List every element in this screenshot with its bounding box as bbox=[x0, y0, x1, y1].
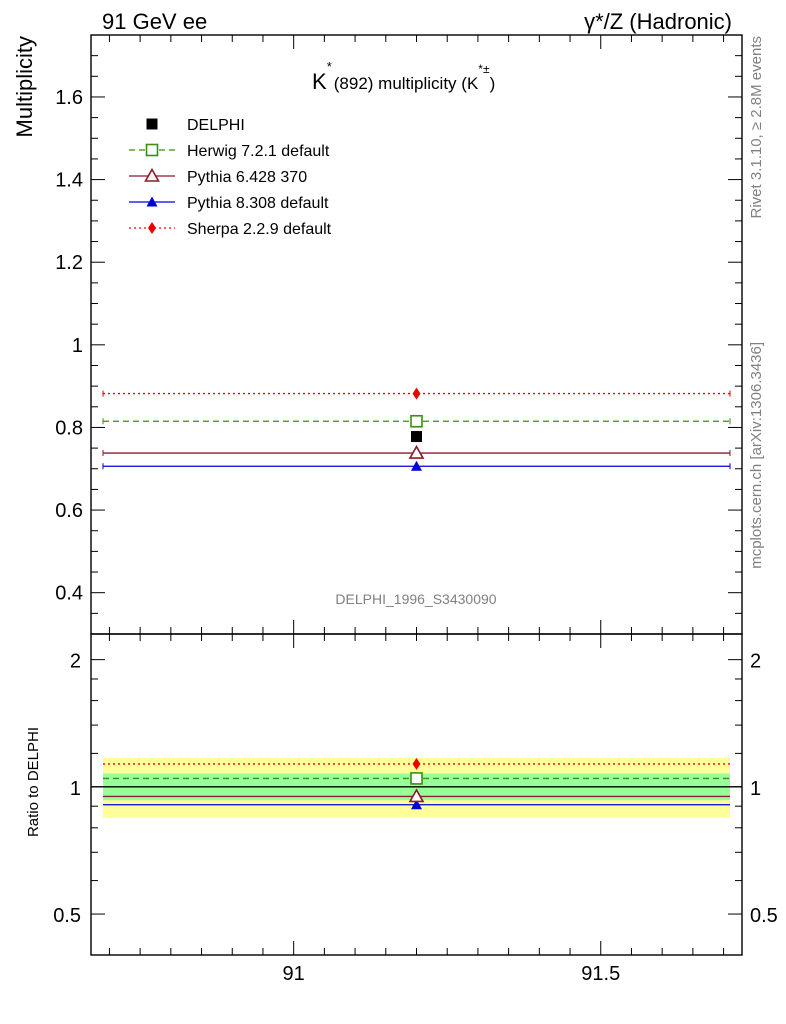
legend-entry-pythia8: Pythia 8.308 default bbox=[129, 195, 329, 212]
legend-marker-pythia6 bbox=[144, 167, 160, 182]
legend-entry-pythia6: Pythia 6.428 370 bbox=[129, 167, 307, 186]
ratio-ytick-label: 2 bbox=[70, 651, 81, 673]
main-ytick-label: 0.6 bbox=[55, 500, 83, 522]
plot-title-sup2: *± bbox=[478, 62, 490, 76]
x-axis: 91 91.5 bbox=[108, 35, 725, 985]
ratio-point-pythia6 bbox=[408, 788, 425, 803]
mcplots-label: mcplots.cern.ch [arXiv:1306.3436] bbox=[748, 342, 765, 569]
ratio-ylabel: Ratio to DELPHI bbox=[25, 727, 42, 837]
series-point-herwig bbox=[410, 414, 423, 428]
main-series-layer bbox=[102, 387, 731, 471]
series-point-pythia8 bbox=[411, 460, 422, 471]
main-ylabel: Multiplicity bbox=[12, 36, 37, 137]
main-ytick-label: 1.2 bbox=[55, 252, 83, 274]
legend-label-data: DELPHI bbox=[187, 117, 245, 134]
ratio-ytick-label-right: 2 bbox=[750, 651, 761, 673]
legend: DELPHI Herwig 7.2.1 default Pythia 6.428 3… bbox=[129, 117, 332, 238]
legend-label-sherpa: Sherpa 2.2.9 default bbox=[187, 221, 332, 238]
legend-label-herwig: Herwig 7.2.1 default bbox=[187, 143, 330, 160]
legend-entry-herwig: Herwig 7.2.1 default bbox=[129, 143, 330, 160]
legend-label-pythia6: Pythia 6.428 370 bbox=[187, 169, 307, 186]
xtick-label: 91.5 bbox=[581, 963, 620, 985]
series-point-sherpa bbox=[412, 387, 421, 400]
series-point-data bbox=[411, 431, 422, 443]
plot-title-rest: (892) multiplicity (K bbox=[334, 74, 479, 93]
ratio-ytick-label-right: 1 bbox=[750, 778, 761, 800]
analysis-tag: DELPHI_1996_S3430090 bbox=[335, 591, 496, 607]
plot-title-sup1: * bbox=[327, 59, 332, 74]
main-ytick-label: 1 bbox=[72, 335, 83, 357]
legend-marker-sherpa bbox=[148, 222, 156, 234]
rivet-label: Rivet 3.1.10, ≥ 2.8M events bbox=[748, 36, 765, 219]
main-ytick-label: 1.4 bbox=[55, 170, 83, 192]
legend-marker-herwig bbox=[145, 143, 159, 157]
plot-title: K*(892) multiplicity (K*±) bbox=[312, 59, 495, 94]
main-ytick-label: 0.4 bbox=[55, 583, 83, 605]
legend-marker-data bbox=[146, 118, 158, 130]
ratio-point-pythia8 bbox=[411, 799, 422, 810]
series-point-pythia6 bbox=[408, 444, 425, 459]
legend-label-pythia8: Pythia 8.308 default bbox=[187, 195, 329, 212]
ratio-ytick-label: 0.5 bbox=[53, 905, 81, 927]
header-left-label: 91 GeV ee bbox=[102, 9, 207, 34]
ratio-point-sherpa bbox=[412, 757, 421, 770]
legend-marker-pythia8 bbox=[146, 196, 158, 207]
main-ytick-label: 0.8 bbox=[55, 417, 83, 439]
ratio-point-herwig bbox=[410, 772, 423, 785]
legend-entry-data: DELPHI bbox=[146, 117, 245, 134]
plot-title-close: ) bbox=[490, 74, 496, 93]
xtick-label: 91 bbox=[283, 963, 305, 985]
plot-title-main: K bbox=[312, 69, 327, 94]
main-y-axis: 0.4 0.6 0.8 1 1.2 1.4 1.6 bbox=[55, 34, 742, 635]
ratio-series-layer bbox=[91, 757, 742, 810]
ratio-ytick-label: 1 bbox=[70, 778, 81, 800]
main-ytick-label: 1.6 bbox=[55, 87, 83, 109]
legend-entry-sherpa: Sherpa 2.2.9 default bbox=[129, 221, 332, 238]
ratio-ytick-label-right: 0.5 bbox=[750, 905, 778, 927]
header-right-label: γ*/Z (Hadronic) bbox=[584, 9, 732, 34]
